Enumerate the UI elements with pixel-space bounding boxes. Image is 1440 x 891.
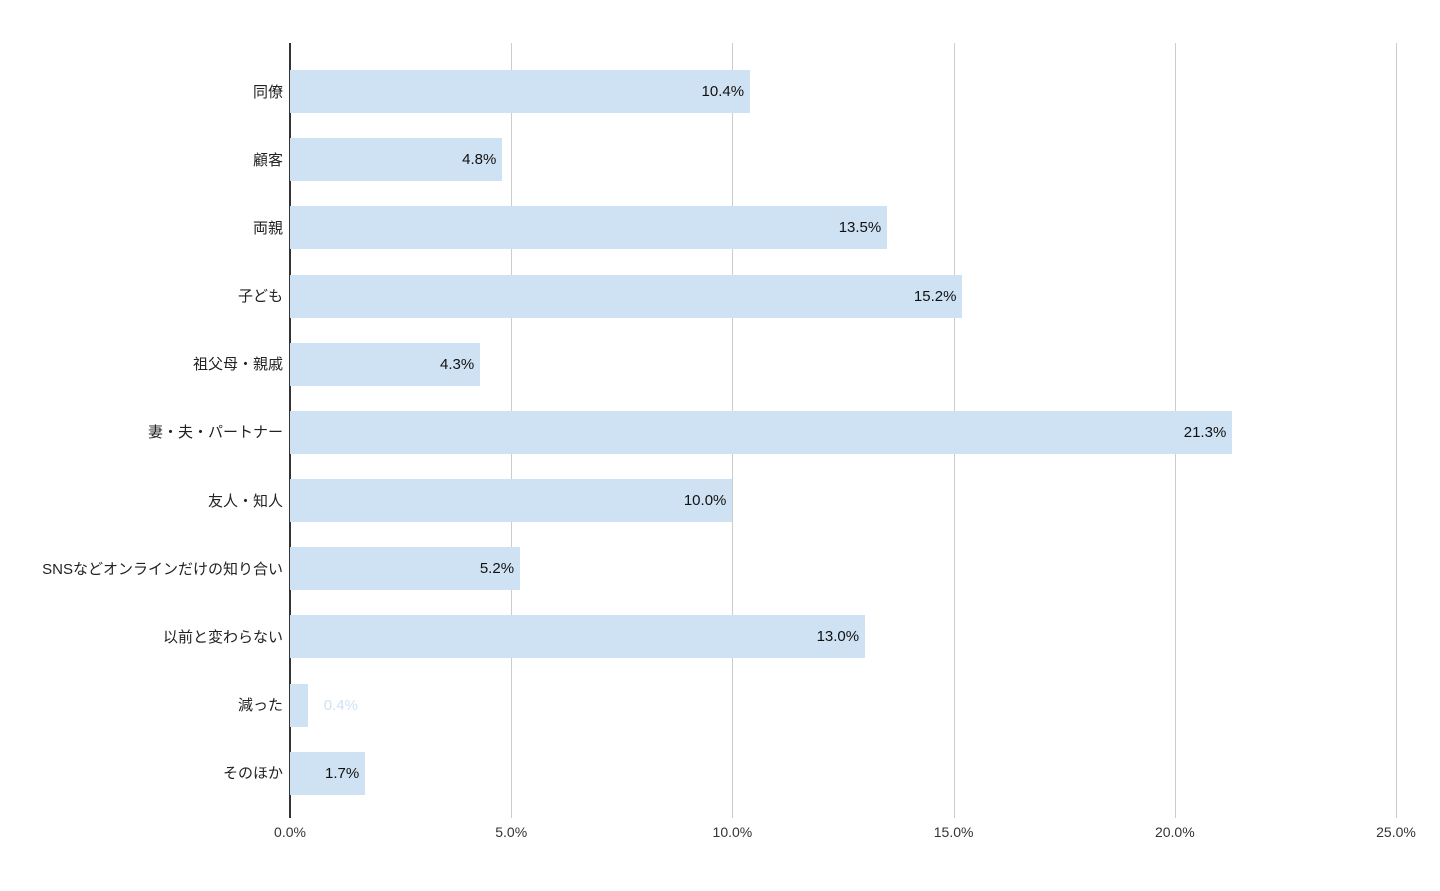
- bar[interactable]: 4.8%: [290, 138, 503, 182]
- bar[interactable]: 4.3%: [290, 342, 481, 386]
- category-label: 顧客: [252, 151, 283, 169]
- bar-row: 0.4%: [290, 671, 1396, 739]
- bar-value-label: 13.5%: [838, 219, 882, 237]
- category-label: そのほか: [222, 765, 283, 783]
- bar-value-label: 10.0%: [683, 492, 727, 510]
- bar-value-label: 10.4%: [701, 83, 745, 100]
- category-label: 以前と変わらない: [162, 629, 283, 647]
- bar-row: 4.3%: [290, 330, 1396, 398]
- category-label: 両親: [252, 219, 283, 237]
- bar-value-label: 0.4%: [323, 696, 358, 714]
- bar-row: 13.5%: [290, 193, 1396, 261]
- bar[interactable]: 21.3%: [290, 410, 1233, 454]
- y-axis-category-labels: 同僚顧客両親子ども祖父母・親戚妻・夫・パートナー友人・知人 SNSなどオンラインだ…: [0, 57, 283, 807]
- bar-value-label: 21.3%: [1183, 423, 1227, 441]
- bar-rows: 10.4% 4.8% 13.5% 15.2% 4.3% 21.3% 10.0% 5.2% 13.…: [290, 57, 1396, 807]
- bar[interactable]: 15.2%: [290, 274, 963, 318]
- bar[interactable]: 13.5%: [290, 206, 888, 250]
- bar-value-label: 1.7%: [325, 764, 360, 782]
- bar-value-label: 5.2%: [479, 560, 515, 578]
- category-label: 祖父母・親戚: [192, 356, 283, 374]
- bar[interactable]: 5.2%: [290, 547, 521, 591]
- x-tick-label: 5.0%: [495, 824, 528, 840]
- bar-row: 13.0%: [290, 602, 1396, 670]
- category-label: 子ども: [237, 288, 283, 306]
- bar-row: 10.0%: [290, 466, 1396, 534]
- bar-row: 10.4%: [290, 57, 1396, 125]
- bar-value-label: 13.0%: [816, 628, 860, 646]
- x-tick-label: 20.0%: [1154, 824, 1195, 840]
- bar-row: 4.8%: [290, 125, 1396, 193]
- bar-row: 21.3%: [290, 398, 1396, 466]
- plot-area: 10.4% 4.8% 13.5% 15.2% 4.3% 21.3% 10.0% 5.2% 13.…: [289, 43, 1397, 818]
- bar[interactable]: 10.0%: [290, 479, 733, 523]
- category-label: 減った: [237, 697, 283, 715]
- bar-row: 5.2%: [290, 534, 1396, 602]
- x-tick-label: 10.0%: [712, 824, 753, 840]
- x-tick-label: 0.0%: [274, 824, 306, 840]
- bar-row: 1.7%: [290, 739, 1396, 807]
- bar-value-label: 4.8%: [462, 151, 497, 169]
- bar-row: 15.2%: [290, 262, 1396, 330]
- category-label: 妻・夫・パートナー: [147, 424, 283, 442]
- category-label: 同僚: [252, 83, 283, 101]
- bar-value-label: 15.2%: [913, 287, 957, 305]
- bar[interactable]: [290, 683, 308, 727]
- x-axis-tick-labels: 0.0% 5.0% 10.0% 15.0% 20.0% 25.0%: [0, 824, 1440, 844]
- x-gridline: [1396, 43, 1397, 818]
- bar[interactable]: 10.4%: [290, 70, 751, 113]
- bar-value-label: 4.3%: [440, 355, 475, 373]
- category-label: SNSなどオンラインだけの知り合い: [42, 560, 283, 578]
- x-tick-label: 15.0%: [933, 824, 974, 840]
- bar[interactable]: 1.7%: [290, 751, 366, 795]
- x-tick-label: 25.0%: [1376, 824, 1416, 840]
- bar[interactable]: 13.0%: [290, 615, 866, 659]
- category-label: 友人・知人: [207, 492, 283, 510]
